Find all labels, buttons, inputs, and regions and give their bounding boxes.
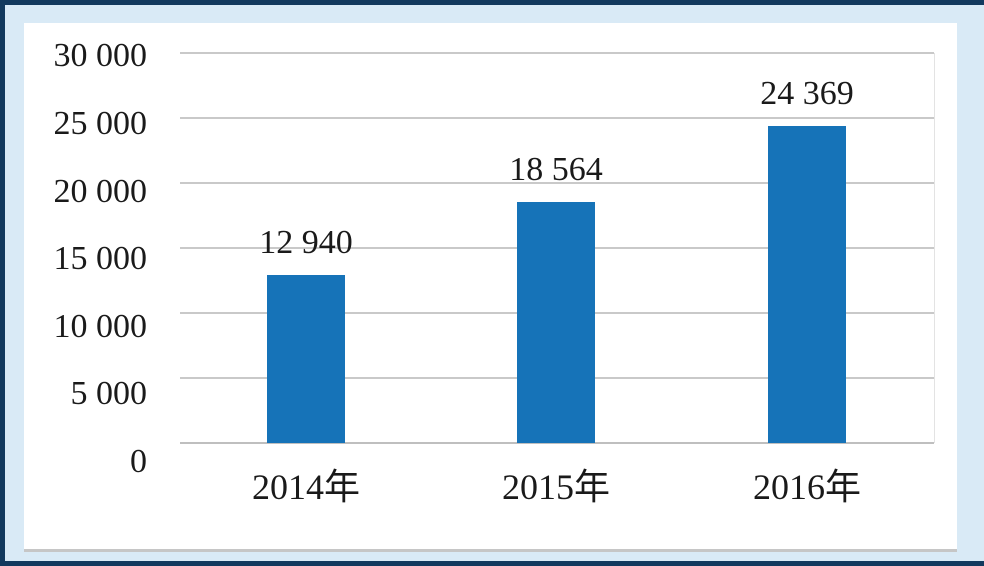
y-tick-label-5000: 5 000 <box>70 375 148 413</box>
y-tick-label-0: 0 <box>130 443 147 480</box>
y-tick-label-15000: 15 000 <box>53 240 148 278</box>
gridline-20000 <box>180 182 934 184</box>
bar-value-label-2015年: 18 564 <box>509 151 603 188</box>
y-tick-label-30000: 30 000 <box>53 37 148 75</box>
bar-2016年 <box>768 126 846 443</box>
y-tick-label-10000: 10 000 <box>53 307 148 345</box>
gridline-0 <box>180 442 934 444</box>
bar-value-label-2014年: 12 940 <box>259 224 353 261</box>
plot-area <box>180 53 935 443</box>
gridline-30000 <box>180 52 934 54</box>
y-tick-label-20000: 20 000 <box>53 172 148 210</box>
x-axis-label-2016年: 2016年 <box>752 467 861 507</box>
bar-value-label-2016年: 24 369 <box>760 75 854 112</box>
gridline-25000 <box>180 117 934 119</box>
chart-card: 30 000 25 000 20 000 15 000 10 000 5 000 0 12 … <box>24 23 957 552</box>
bar-2014年 <box>267 275 345 443</box>
y-tick-label-25000: 25 000 <box>53 105 148 142</box>
x-axis-label-2014年: 2014年 <box>251 467 360 507</box>
bar-2015年 <box>517 202 595 443</box>
x-axis-label-2015年: 2015年 <box>501 467 610 507</box>
